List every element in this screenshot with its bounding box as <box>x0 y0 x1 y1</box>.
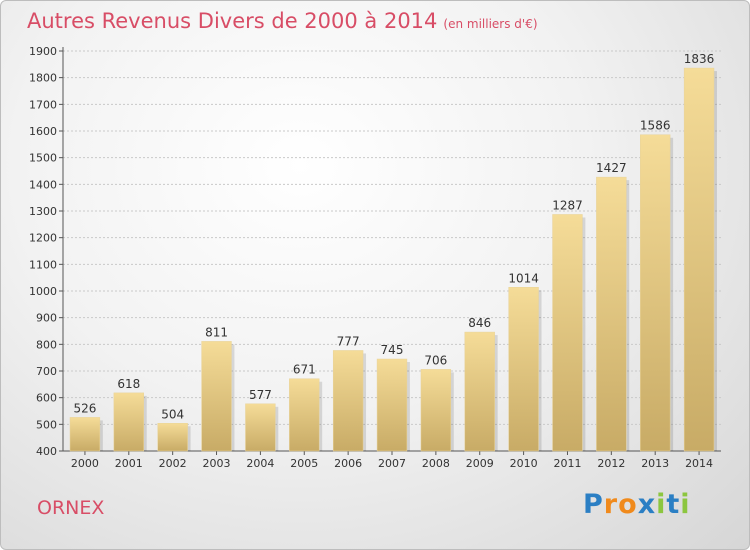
bar <box>420 369 452 452</box>
y-tick-label: 1600 <box>29 125 57 138</box>
y-tick-label: 500 <box>36 418 57 431</box>
x-tick-label: 2005 <box>290 457 318 470</box>
logo-letter: t <box>666 489 681 520</box>
x-tick-label: 2001 <box>115 457 143 470</box>
bar-value-label: 1287 <box>552 198 583 212</box>
bar <box>683 67 715 452</box>
y-tick-label: 1200 <box>29 232 57 245</box>
x-tick-label: 2003 <box>203 457 231 470</box>
y-tick-label: 1700 <box>29 98 57 111</box>
x-tick-label: 2012 <box>597 457 625 470</box>
bar-value-label: 526 <box>73 401 96 415</box>
x-tick-label: 2007 <box>378 457 406 470</box>
y-tick-label: 1300 <box>29 205 57 218</box>
x-tick-label: 2010 <box>510 457 538 470</box>
bar <box>640 134 671 452</box>
bar <box>289 378 320 452</box>
bar-value-label: 745 <box>381 343 404 357</box>
logo-letter: P <box>583 489 604 520</box>
bar-value-label: 846 <box>468 316 491 330</box>
bar-value-label: 811 <box>205 325 228 339</box>
x-tick-label: 2008 <box>422 457 450 470</box>
x-tick-label: 2000 <box>71 457 99 470</box>
bar-value-label: 777 <box>337 334 360 348</box>
x-tick-label: 2014 <box>685 457 713 470</box>
label-layer: 526 618 504 811 577 671 777 745 706 846 1014 1287 14… <box>73 52 714 421</box>
bar <box>157 423 188 452</box>
logo-letter: x <box>637 489 657 520</box>
y-tick-label: 700 <box>36 365 57 378</box>
chart-title: Autres Revenus Divers de 2000 à 2014 (en … <box>27 9 538 33</box>
bar-value-label: 1427 <box>596 161 627 175</box>
bar-value-label: 577 <box>249 388 272 402</box>
bar <box>508 287 539 452</box>
bar-value-label: 1014 <box>508 271 539 285</box>
y-tick-label: 600 <box>36 392 57 405</box>
x-tick-label: 2013 <box>641 457 669 470</box>
proxiti-logo[interactable]: Proxiti <box>583 489 691 520</box>
bar-value-label: 1836 <box>684 52 715 66</box>
bar <box>332 350 364 452</box>
axis-layer: 400 500 600 700 800 900 1000 1100 1200 1300 1400 15… <box>29 45 721 470</box>
x-tick-label: 2004 <box>246 457 274 470</box>
chart-title-text: Autres Revenus Divers de 2000 à 2014 <box>27 9 438 33</box>
y-tick-label: 1500 <box>29 152 57 165</box>
bar-value-label: 706 <box>424 353 447 367</box>
commune-name: ORNEX <box>37 497 105 519</box>
y-tick-label: 1800 <box>29 72 57 85</box>
bar-value-label: 1586 <box>640 119 671 133</box>
logo-letter: i <box>680 489 691 520</box>
bar-value-label: 504 <box>161 407 184 421</box>
x-tick-label: 2006 <box>334 457 362 470</box>
bar <box>552 214 583 452</box>
bar <box>376 358 408 452</box>
bar <box>596 176 627 452</box>
y-tick-label: 800 <box>36 338 57 351</box>
bar-value-label: 618 <box>117 377 140 391</box>
y-tick-label: 1900 <box>29 45 57 58</box>
bar <box>464 331 495 452</box>
bar <box>69 417 101 452</box>
y-tick-label: 1100 <box>29 258 57 271</box>
y-tick-label: 1400 <box>29 178 57 191</box>
logo-letter: o <box>618 489 638 520</box>
bar <box>113 392 144 452</box>
logo-letter: i <box>656 489 667 520</box>
x-tick-label: 2002 <box>159 457 187 470</box>
chart-subtitle: (en milliers d'€) <box>443 17 538 31</box>
y-tick-label: 900 <box>36 312 57 325</box>
y-tick-label: 400 <box>36 445 57 458</box>
bar-layer <box>69 67 717 452</box>
logo-letter: r <box>603 489 619 520</box>
bar-value-label: 671 <box>293 363 316 377</box>
x-tick-label: 2011 <box>553 457 581 470</box>
x-tick-label: 2009 <box>466 457 494 470</box>
y-tick-label: 1000 <box>29 285 57 298</box>
bar <box>245 403 276 452</box>
bar <box>201 341 232 452</box>
